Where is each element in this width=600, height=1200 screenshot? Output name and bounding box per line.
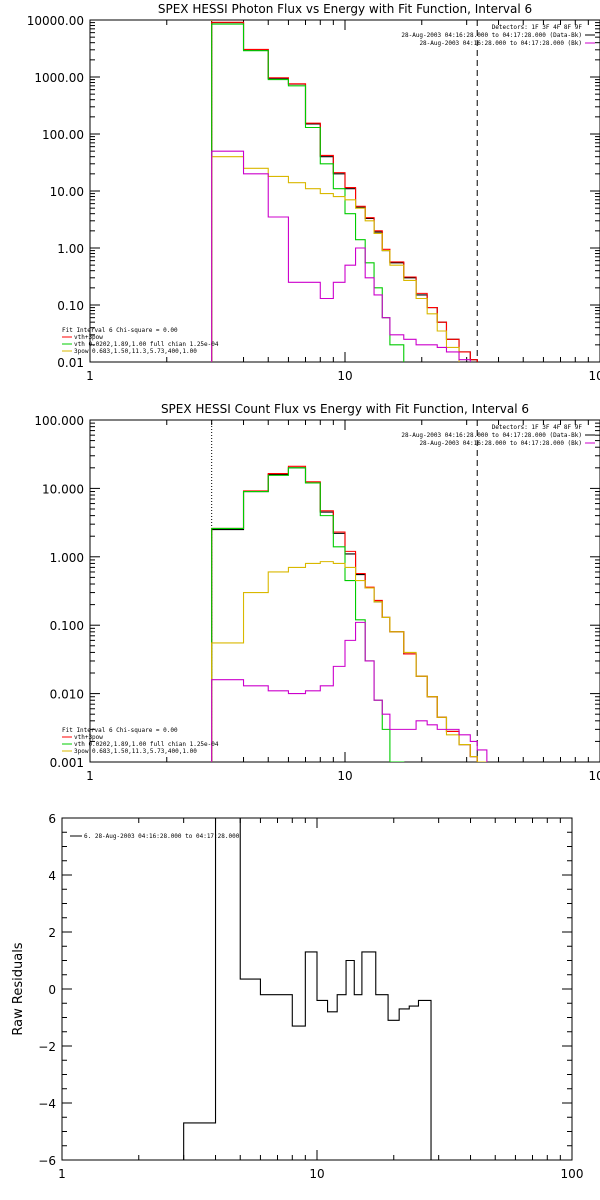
series-group <box>183 818 450 1160</box>
info-text: 28-Aug-2003 04:16:28.000 to 04:17:28.000… <box>401 32 582 39</box>
legend-label: 6. 28-Aug-2003 04:16:28.000 to 04:17:28.… <box>84 833 240 840</box>
info-text: 28-Aug-2003 04:16:28.000 to 04:17:28.000… <box>401 432 582 439</box>
series-line-1 <box>183 818 450 1160</box>
series-group <box>211 21 478 362</box>
series-line-2 <box>211 21 478 362</box>
x-tick-label: 10 <box>337 369 352 383</box>
y-tick-label: 0.10 <box>57 299 84 313</box>
y-tick-label: −4 <box>38 1097 56 1111</box>
info-text: Detectors: 1F 3F 4F 8F 9F <box>492 424 583 431</box>
series-line-3 <box>211 23 478 362</box>
legend-label: vth+3pow <box>74 334 103 341</box>
y-tick-label: 1.000 <box>50 551 84 565</box>
y-tick-label: −6 <box>38 1154 56 1168</box>
y-tick-label: 0.010 <box>50 688 84 702</box>
y-tick-label: −2 <box>38 1040 56 1054</box>
chart-title: SPEX HESSI Count Flux vs Energy with Fit… <box>161 402 529 416</box>
y-tick-label: 1000.00 <box>34 71 84 85</box>
info-text: 28-Aug-2003 04:16:28.000 to 04:17:28.000… <box>419 440 582 447</box>
legend-label: 3pow 0.683,1.50,11.3,5.73,400,1.00 <box>74 348 197 355</box>
x-tick-label: 1 <box>86 769 94 783</box>
y-tick-label: 10.000 <box>42 482 84 496</box>
x-tick-label: 10 <box>309 1167 324 1181</box>
legend-label: vth+3pow <box>74 734 103 741</box>
panel-2: 1 10 100 0.001 0.010 0.100 1.000 10.000 100.000 D… <box>34 414 600 783</box>
series-line-3 <box>211 467 488 762</box>
panel-3: 1 10 100 −6 −4 −2 0 2 4 6 Raw Residuals 6. 28-Aug-2… <box>11 812 583 1181</box>
y-tick-label: 0 <box>48 983 56 997</box>
y-tick-label: 10.00 <box>50 185 84 199</box>
y-tick-label: 0.01 <box>57 356 84 370</box>
series-group <box>211 465 488 762</box>
y-tick-label: 1.00 <box>57 242 84 256</box>
legend-label: vth 0.0202,1.89,1.00 full chian 1.25e-04 <box>74 341 219 348</box>
legend-label: 3pow 0.683,1.50,11.3,5.73,400,1.00 <box>74 748 197 755</box>
series-line-4 <box>211 156 478 362</box>
y-tick-label: 0.100 <box>50 619 84 633</box>
y-tick-label: 100.00 <box>42 128 84 142</box>
series-line-4 <box>211 561 487 762</box>
series-line-1 <box>211 467 487 762</box>
series-line-5 <box>211 150 478 362</box>
y-tick-label: 0.001 <box>50 756 84 770</box>
x-tick-label: 100 <box>561 1167 584 1181</box>
info-text: 28-Aug-2003 04:16:28.000 to 04:17:28.000… <box>419 40 582 47</box>
legend-label: Fit Interval 6 Chi-square = 0.00 <box>62 727 178 734</box>
x-tick-label: 10 <box>337 769 352 783</box>
plot-frame <box>89 419 600 763</box>
chart-title: SPEX HESSI Photon Flux vs Energy with Fi… <box>158 2 532 16</box>
panel-1: 1 10 100 0.01 0.10 1.00 10.00 100.00 1000.00 1000… <box>27 14 600 383</box>
y-tick-label: 10000.00 <box>27 14 84 28</box>
legend-label: vth 0.0202,1.89,1.00 full chian 1.25e-04 <box>74 741 219 748</box>
y-tick-label: 100.000 <box>34 414 84 428</box>
legend-label: Fit Interval 6 Chi-square = 0.00 <box>62 327 178 334</box>
y-tick-label: 4 <box>48 869 56 883</box>
info-text: Detectors: 1F 3F 4F 8F 9F <box>492 24 583 31</box>
x-tick-label: 1 <box>86 369 94 383</box>
y-tick-label: 2 <box>48 926 56 940</box>
x-tick-label: 100 <box>589 369 600 383</box>
x-tick-label: 100 <box>589 769 600 783</box>
series-line-5 <box>211 621 488 762</box>
y-tick-label: 6 <box>48 812 56 826</box>
x-tick-label: 1 <box>58 1167 66 1181</box>
y-axis-label: Raw Residuals <box>11 942 26 1035</box>
